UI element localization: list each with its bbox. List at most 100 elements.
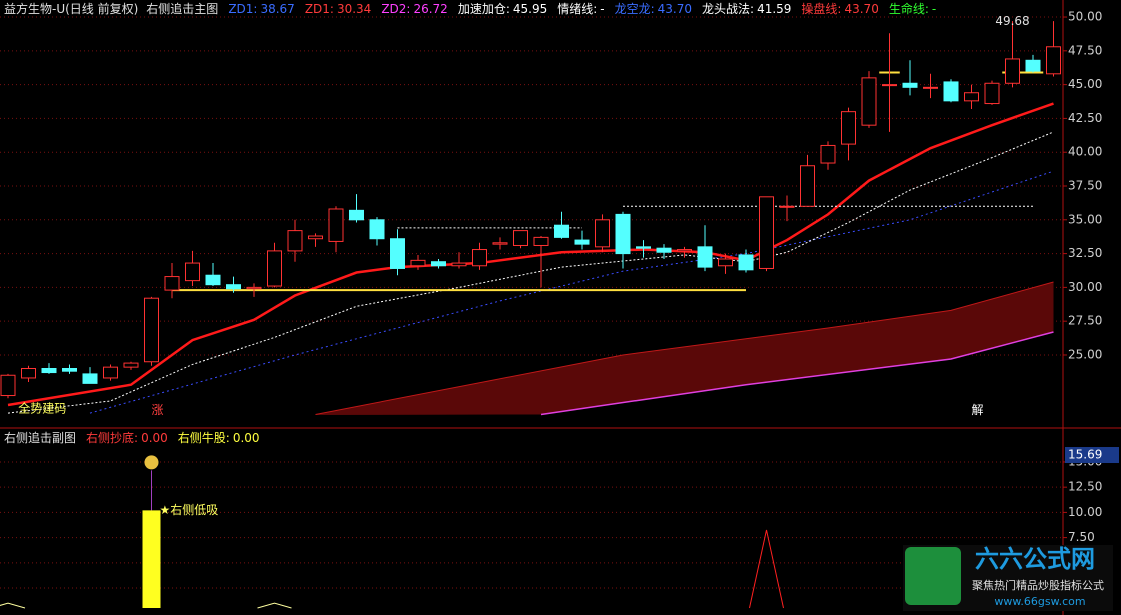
band-upper <box>315 281 1054 415</box>
indicator-label: 生命线: <box>889 1 929 16</box>
candle-body <box>1005 58 1020 84</box>
y-tick-label: 50.00 <box>1068 10 1102 24</box>
candle-body <box>554 224 569 238</box>
candle-body <box>123 362 139 368</box>
candle-body <box>164 276 180 291</box>
candle-body <box>21 367 36 379</box>
candle-body <box>595 219 610 248</box>
indicator-value: 43.70 <box>844 2 878 16</box>
ma-line <box>7 131 1054 414</box>
candle-body <box>1025 59 1041 72</box>
candle-body <box>636 246 651 249</box>
candle-body <box>902 82 918 88</box>
indicator-value: 0.00 <box>141 431 168 445</box>
candle-body <box>205 274 221 286</box>
candle-body <box>1046 46 1061 75</box>
y-tick-label: 32.50 <box>1068 246 1102 260</box>
candle-body <box>800 165 815 207</box>
bar <box>142 510 161 608</box>
indicator-label: 加速加仓: <box>458 2 510 16</box>
candle-body <box>0 374 16 397</box>
logo-slogan: 聚焦热门精品炒股指标公式 <box>972 578 1104 592</box>
indicator-value: 41.59 <box>757 2 791 16</box>
candle-body <box>267 250 282 287</box>
ma-line <box>89 170 1054 414</box>
logo: 六六公式网 聚焦热门精品炒股指标公式 www.66gsw.com <box>903 545 1113 611</box>
y-tick-label: 12.50 <box>1068 480 1102 494</box>
title: 益方生物-U(日线 前复权) <box>4 1 138 16</box>
candle-body <box>144 297 159 363</box>
logo-name: 六六公式网 <box>975 545 1095 573</box>
candle-body <box>431 261 446 267</box>
indicator-label: 右侧牛股: <box>178 430 230 445</box>
y-tick-label: 47.50 <box>1068 43 1102 57</box>
indicator-value: - <box>932 2 936 16</box>
candle-body <box>759 196 774 269</box>
candle-body <box>328 208 344 242</box>
y-tick-label: 37.50 <box>1068 179 1102 193</box>
annotation: 全势建码 <box>18 401 66 416</box>
candle-body <box>574 239 590 245</box>
candle-body <box>533 236 549 246</box>
spike <box>257 602 292 609</box>
y-tick-label: 25.00 <box>1068 347 1102 361</box>
candle-body <box>861 77 877 126</box>
money-icon <box>144 455 159 470</box>
band <box>315 281 1054 415</box>
candle-body <box>308 235 323 240</box>
y-tick-label: 35.00 <box>1068 212 1102 226</box>
candle-body <box>615 213 631 255</box>
candle-body <box>246 286 262 290</box>
candle-body <box>82 373 98 384</box>
candle-body <box>943 81 959 102</box>
indicator-label: ZD2: <box>381 2 410 16</box>
indicator-label: 龙空龙: <box>615 2 655 16</box>
indicator-label: 情绪线: <box>557 2 597 16</box>
y-tick-label: 42.50 <box>1068 111 1102 125</box>
subtitle: 右侧追击主图 <box>146 1 218 16</box>
candle-body <box>226 284 241 290</box>
candle-body <box>656 247 672 253</box>
candle-body <box>369 219 385 240</box>
annotation: 49.68 <box>995 14 1029 28</box>
bar-label: ★右侧低吸 <box>160 502 219 517</box>
indicator-value: 26.72 <box>413 2 447 16</box>
candle-body <box>103 366 118 379</box>
y-tick-label: 7.50 <box>1068 530 1095 544</box>
candle-body <box>472 249 487 267</box>
indicator-label: ZD1: <box>305 2 334 16</box>
header: 右侧追击副图 右侧抄底: 0.00 右侧牛股: 0.00 <box>4 430 260 445</box>
candle-body <box>677 249 692 252</box>
logo-url: www.66gsw.com <box>994 595 1085 608</box>
candle-body <box>349 209 364 221</box>
candle-body <box>62 367 77 372</box>
y-tick-label: 30.00 <box>1068 280 1102 294</box>
indicator-value: 45.95 <box>513 2 547 16</box>
logo-icon <box>905 547 961 605</box>
indicator-value: 43.70 <box>658 2 692 16</box>
indicator-value: - <box>600 2 604 16</box>
y-tick-label: 27.50 <box>1068 314 1102 328</box>
candle-body <box>185 262 200 282</box>
candle-body <box>287 230 303 252</box>
candle-body <box>697 246 713 268</box>
candle-body <box>882 84 897 87</box>
indicator-value: 0.00 <box>233 431 260 445</box>
y-tick-label: 40.00 <box>1068 145 1102 159</box>
indicator-value: 30.34 <box>337 2 371 16</box>
candle-body <box>41 367 57 374</box>
spike <box>749 529 784 609</box>
candle-body <box>984 82 1000 105</box>
candle-body <box>841 111 856 145</box>
candle-body <box>964 92 979 102</box>
candle-body <box>718 258 733 267</box>
spike <box>0 602 26 609</box>
candle-body <box>513 230 528 246</box>
current-box <box>1065 447 1119 464</box>
candle-body <box>820 144 836 164</box>
candle-body <box>779 205 795 208</box>
candle-body <box>738 254 754 271</box>
indicator-label: 右侧抄底: <box>86 430 138 445</box>
annotation: 解 <box>972 403 984 417</box>
